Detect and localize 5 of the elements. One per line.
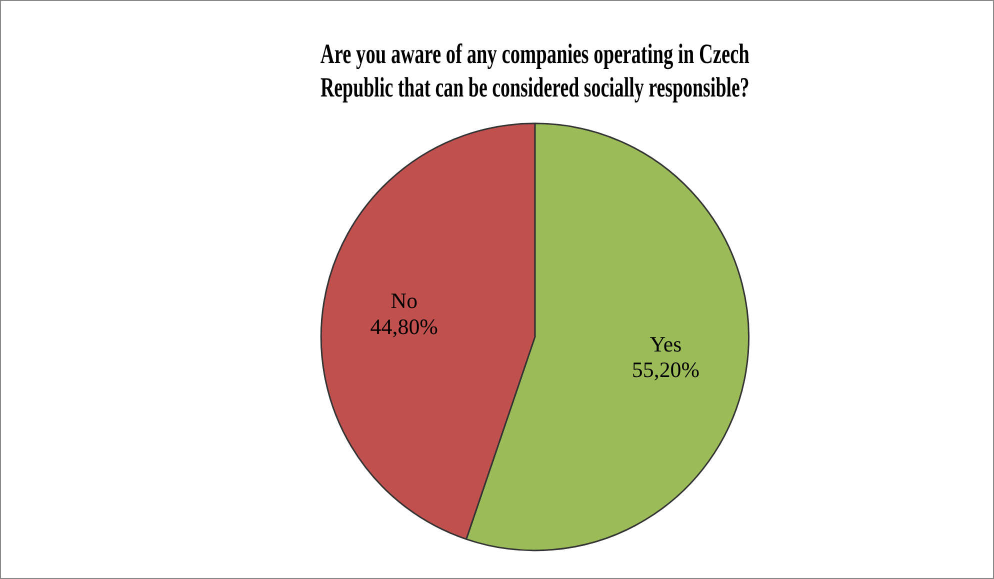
- chart-title: Are you aware of any companies operating in Czech Republic that can be considered socially responsible?: [320, 40, 750, 104]
- slice-label: Yes: [650, 331, 682, 356]
- data-label: 44,80%: [370, 314, 438, 340]
- slice-label: No: [390, 288, 418, 314]
- data-label: 55,20%: [632, 357, 700, 382]
